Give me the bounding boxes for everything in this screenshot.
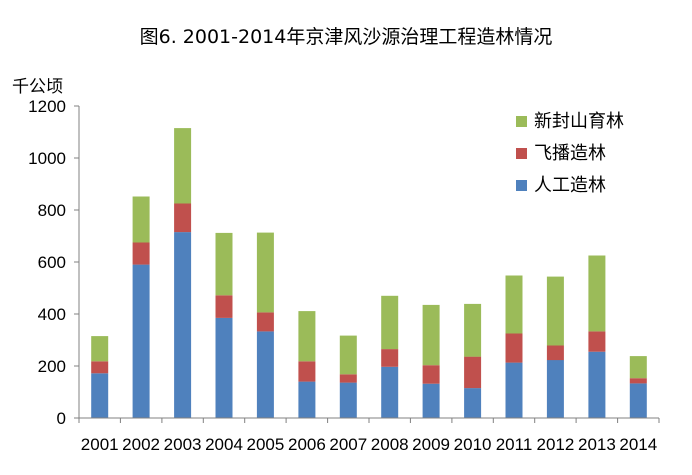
- y-tick-label: 1200: [28, 97, 66, 116]
- x-tick-label: 2005: [246, 435, 284, 454]
- bar-segment: [91, 336, 109, 362]
- bar-segment: [339, 335, 357, 375]
- bar-segment: [422, 304, 440, 366]
- legend-swatch: [516, 180, 527, 191]
- x-tick-label: 2012: [536, 435, 574, 454]
- bar-segment: [339, 382, 357, 418]
- bar-segment: [629, 383, 647, 418]
- x-tick-label: 2009: [412, 435, 450, 454]
- bar-segment: [215, 317, 233, 418]
- bar-segment: [464, 356, 482, 389]
- bar-segment: [546, 276, 564, 346]
- bar-segment: [298, 311, 316, 362]
- x-tick-label: 2011: [496, 435, 533, 454]
- legend-label: 人工造林: [534, 175, 606, 196]
- bar-segment: [215, 232, 233, 296]
- bar-segment: [256, 331, 274, 418]
- bar-segment: [505, 362, 523, 418]
- legend-label: 新封山育林: [534, 111, 624, 132]
- bar-segment: [91, 361, 109, 374]
- y-tick-label: 400: [38, 305, 66, 324]
- bar-segment: [381, 349, 399, 367]
- y-tick-label: 0: [57, 409, 66, 428]
- legend-label: 飞播造林: [534, 143, 606, 164]
- chart-title: 图6. 2001-2014年京津风沙源治理工程造林情况: [140, 26, 553, 48]
- y-tick-label: 200: [38, 357, 66, 376]
- bar-segment: [422, 365, 440, 384]
- bar-segment: [174, 203, 192, 233]
- x-tick-label: 2013: [578, 435, 616, 454]
- bar-segment: [339, 374, 357, 383]
- bar-segment: [464, 388, 482, 418]
- bar-segment: [464, 303, 482, 357]
- x-tick-label: 2014: [619, 435, 657, 454]
- bar-segment: [91, 373, 109, 418]
- bar-segment: [174, 128, 192, 204]
- legend-swatch: [516, 116, 527, 127]
- bar-segment: [174, 232, 192, 418]
- legend-swatch: [516, 148, 527, 159]
- x-tick-label: 2007: [329, 435, 367, 454]
- bar-segment: [381, 295, 399, 350]
- y-axis-unit-label: 千公顷: [12, 77, 63, 97]
- bar-segment: [422, 383, 440, 418]
- y-tick-label: 1000: [28, 149, 66, 168]
- bar-segment: [381, 366, 399, 418]
- bar-segment: [588, 255, 606, 332]
- bar-segment: [546, 345, 564, 361]
- bar-segment: [629, 378, 647, 384]
- x-tick-label: 2003: [164, 435, 202, 454]
- y-tick-label: 800: [38, 201, 66, 220]
- bar-segment: [588, 351, 606, 418]
- x-tick-label: 2006: [288, 435, 326, 454]
- bar-segment: [505, 275, 523, 334]
- x-tick-label: 2004: [205, 435, 243, 454]
- bar-segment: [132, 264, 150, 418]
- bar-segment: [215, 295, 233, 318]
- bar-segment: [546, 360, 564, 418]
- bar-segment: [629, 356, 647, 379]
- bar-segment: [505, 333, 523, 363]
- x-tick-label: 2001: [81, 435, 119, 454]
- bar-segment: [256, 312, 274, 332]
- bar-segment: [298, 381, 316, 418]
- bar-segment: [588, 331, 606, 352]
- x-tick-label: 2010: [454, 435, 492, 454]
- bar-segment: [298, 361, 316, 382]
- bar-segment: [132, 196, 150, 243]
- bar-segment: [256, 232, 274, 313]
- bar-segment: [132, 242, 150, 265]
- x-tick-label: 2002: [122, 435, 160, 454]
- y-tick-label: 600: [38, 253, 66, 272]
- x-tick-label: 2008: [371, 435, 409, 454]
